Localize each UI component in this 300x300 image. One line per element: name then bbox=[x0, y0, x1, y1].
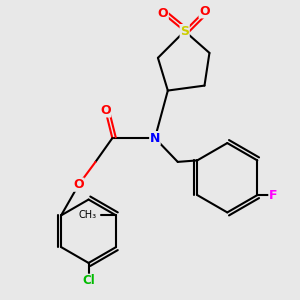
Text: N: N bbox=[150, 132, 160, 145]
Text: O: O bbox=[199, 5, 210, 18]
Text: CH₃: CH₃ bbox=[78, 210, 96, 220]
Text: O: O bbox=[158, 7, 168, 20]
Text: Cl: Cl bbox=[82, 274, 95, 287]
Text: S: S bbox=[180, 25, 189, 38]
Text: F: F bbox=[269, 189, 278, 202]
Text: O: O bbox=[100, 104, 111, 117]
Text: O: O bbox=[74, 178, 84, 191]
